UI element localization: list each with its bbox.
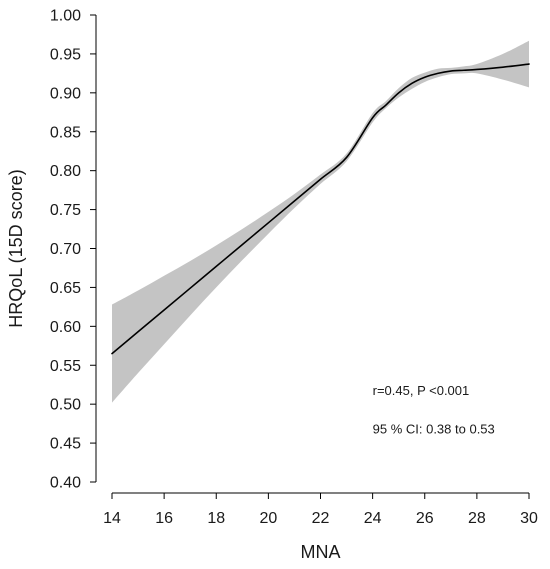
x-tick-label: 18 bbox=[207, 510, 225, 527]
x-tick-label: 28 bbox=[468, 510, 486, 527]
plot-layer bbox=[111, 40, 530, 403]
x-tick-label: 24 bbox=[364, 510, 382, 527]
y-tick-label: 0.50 bbox=[50, 397, 81, 414]
y-tick-label: 0.65 bbox=[50, 280, 81, 297]
y-tick-label: 0.60 bbox=[50, 319, 81, 336]
y-tick-label: 0.90 bbox=[50, 85, 81, 102]
annotation-confidence-interval: 95 % CI: 0.38 to 0.53 bbox=[373, 422, 495, 437]
y-tick-label: 0.40 bbox=[50, 475, 81, 492]
fitted-line bbox=[111, 63, 530, 355]
y-tick-label: 0.95 bbox=[50, 46, 81, 63]
x-tick-label: 14 bbox=[103, 510, 121, 527]
y-tick-label: 0.55 bbox=[50, 358, 81, 375]
y-tick-label: 0.75 bbox=[50, 202, 81, 219]
y-axis-title: HRQoL (15D score) bbox=[6, 169, 26, 327]
y-tick-label: 1.00 bbox=[50, 8, 81, 25]
x-axis-title: MNA bbox=[301, 542, 341, 562]
annotation-correlation: r=0.45, P <0.001 bbox=[373, 383, 470, 398]
axes-layer: 0.40 0.45 0.50 0.55 0.60 0.65 0.70 0.75 0.80 0.85… bbox=[50, 8, 538, 528]
y-tick-label: 0.70 bbox=[50, 241, 81, 258]
x-tick-label: 26 bbox=[416, 510, 434, 527]
confidence-band bbox=[112, 40, 529, 403]
y-tick-label: 0.80 bbox=[50, 163, 81, 180]
y-tick-label: 0.45 bbox=[50, 436, 81, 453]
x-tick-label: 20 bbox=[259, 510, 277, 527]
x-tick-label: 30 bbox=[520, 510, 538, 527]
x-tick-label: 16 bbox=[155, 510, 173, 527]
x-tick-label: 22 bbox=[312, 510, 330, 527]
y-tick-label: 0.85 bbox=[50, 124, 81, 141]
